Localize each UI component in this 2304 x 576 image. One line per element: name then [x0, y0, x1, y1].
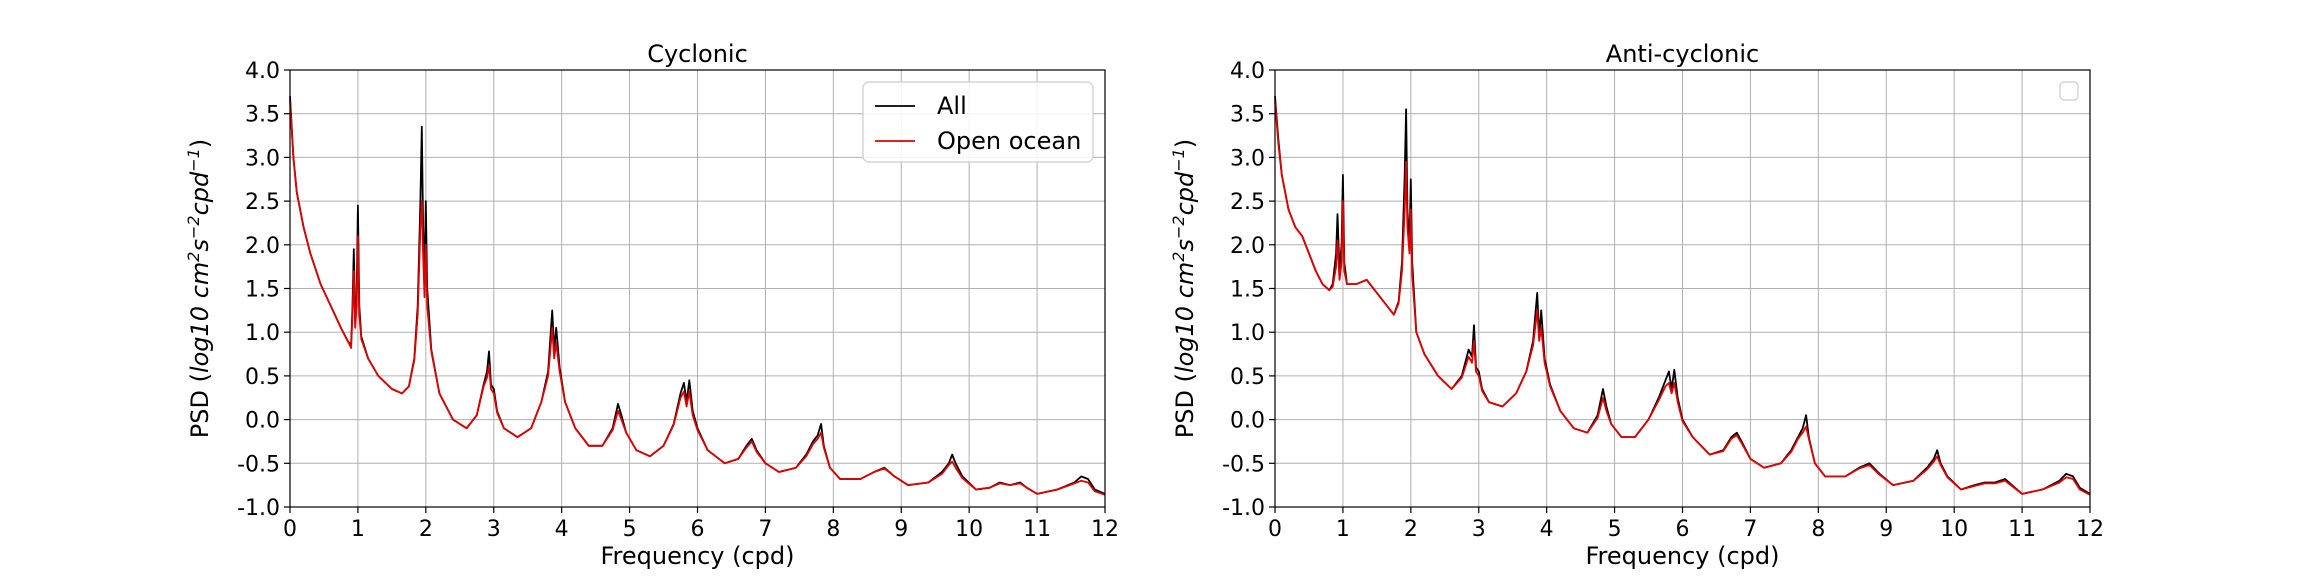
chart-title: Cyclonic — [647, 40, 748, 68]
y-axis-label: PSD (log10 cm2s−2cpd−1) — [1169, 139, 1199, 438]
y-axis-label-part: ) — [1171, 139, 1199, 148]
x-tick-label: 4 — [1540, 517, 1554, 542]
legend-box — [862, 81, 1094, 163]
y-axis-label: PSD (log10 cm2s−2cpd−1) — [184, 139, 214, 438]
x-tick-label: 4 — [555, 517, 569, 542]
x-tick-label: 9 — [894, 517, 908, 542]
x-tick-label: 0 — [283, 517, 297, 542]
y-axis-label-part: PSD ( — [1171, 373, 1199, 438]
y-tick-label: 3.5 — [245, 103, 280, 128]
x-tick-label: 11 — [1023, 517, 1051, 542]
x-tick-label: 10 — [1940, 517, 1968, 542]
chart-title: Anti-cyclonic — [1606, 40, 1759, 68]
x-tick-label: 8 — [826, 517, 840, 542]
y-axis-label-part: 2 — [1169, 252, 1188, 262]
legend: All Open ocean — [862, 81, 1094, 163]
y-tick-label: 3.0 — [1230, 146, 1265, 171]
y-axis-label-part: log10 cm — [186, 262, 214, 373]
y-axis-label-part: cpd — [186, 171, 214, 215]
y-axis-label-part: cpd — [1171, 171, 1199, 215]
y-tick-label: 3.0 — [245, 146, 280, 171]
legend-entry-label: Open ocean — [937, 127, 1081, 155]
x-tick-label: 11 — [2008, 517, 2036, 542]
y-tick-label: 3.5 — [1230, 103, 1265, 128]
legend — [2059, 81, 2079, 101]
y-tick-label: 1.0 — [245, 321, 280, 346]
y-axis-label-part: −1 — [1169, 148, 1188, 172]
chart-panel-1: 0 1 2 3 4 5 6 7 8 9 10 11 12-1.0-0.50.00.51.01.52.02… — [184, 40, 1119, 570]
x-tick-label: 3 — [487, 517, 501, 542]
y-tick-label: 0.0 — [1230, 409, 1265, 434]
y-tick-label: 0.5 — [245, 365, 280, 390]
y-axis-label-part: −2 — [1169, 215, 1188, 239]
x-tick-label: 1 — [1336, 517, 1350, 542]
x-tick-label: 6 — [1676, 517, 1690, 542]
y-axis-label-part: −2 — [184, 215, 203, 239]
y-tick-label: -0.5 — [237, 452, 280, 477]
x-axis-label: Frequency (cpd) — [1585, 542, 1779, 570]
y-axis-label-part: 2 — [184, 252, 203, 262]
x-tick-label: 8 — [1811, 517, 1825, 542]
x-tick-label: 7 — [758, 517, 772, 542]
x-tick-label: 5 — [1608, 517, 1622, 542]
y-tick-label: 1.0 — [1230, 321, 1265, 346]
y-tick-label: 2.5 — [1230, 190, 1265, 215]
legend-box-empty — [2059, 81, 2079, 101]
y-axis-label-part: s — [186, 239, 214, 252]
chart-panel-2: 0 1 2 3 4 5 6 7 8 9 10 11 12-1.0-0.50.00.51.01.52.02… — [1169, 40, 2104, 570]
y-axis-label-part: ) — [186, 139, 214, 148]
x-tick-label: 2 — [419, 517, 433, 542]
y-tick-label: 2.5 — [245, 190, 280, 215]
x-tick-label: 12 — [2076, 517, 2104, 542]
y-axis-label-part: PSD ( — [186, 373, 214, 438]
x-tick-label: 1 — [351, 517, 365, 542]
x-tick-label: 0 — [1268, 517, 1282, 542]
series-line-open-ocean — [289, 100, 1106, 496]
y-tick-label: 2.0 — [1230, 234, 1265, 259]
x-tick-label: 6 — [691, 517, 705, 542]
y-axis-label-part: log10 cm — [1171, 262, 1199, 373]
y-tick-label: 0.5 — [1230, 365, 1265, 390]
legend-entry-label: All — [937, 92, 967, 120]
y-tick-label: 1.5 — [1230, 278, 1265, 303]
x-axis-label: Frequency (cpd) — [600, 542, 794, 570]
y-tick-label: 2.0 — [245, 234, 280, 259]
x-tick-label: 3 — [1472, 517, 1486, 542]
y-axis-label-part: −1 — [184, 148, 203, 172]
x-tick-label: 2 — [1404, 517, 1418, 542]
y-tick-label: -1.0 — [1222, 496, 1265, 521]
x-tick-label: 5 — [623, 517, 637, 542]
x-tick-label: 7 — [1743, 517, 1757, 542]
y-tick-label: 4.0 — [1230, 59, 1265, 84]
x-tick-label: 10 — [955, 517, 983, 542]
y-tick-label: 0.0 — [245, 409, 280, 434]
x-tick-label: 12 — [1091, 517, 1119, 542]
y-tick-label: 4.0 — [245, 59, 280, 84]
y-tick-label: -1.0 — [237, 496, 280, 521]
y-tick-label: 1.5 — [245, 278, 280, 303]
series-line-open-ocean — [1274, 100, 2091, 496]
x-tick-label: 9 — [1879, 517, 1893, 542]
y-axis-label-part: s — [1171, 239, 1199, 252]
y-tick-label: -0.5 — [1222, 452, 1265, 477]
